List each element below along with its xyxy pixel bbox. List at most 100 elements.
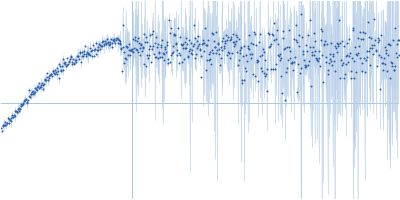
Point [139,47,146,50]
Point [320,80,326,83]
Point [102,40,108,43]
Point [172,33,178,37]
Point [169,50,176,53]
Point [139,50,145,53]
Point [307,46,314,49]
Point [203,44,210,47]
Point [367,63,374,66]
Point [240,45,247,48]
Point [283,70,289,73]
Point [281,48,287,51]
Point [5,117,11,120]
Point [101,42,108,45]
Point [212,45,218,48]
Point [142,41,148,44]
Point [168,27,174,30]
Point [175,27,181,30]
Point [99,41,106,44]
Point [117,42,124,45]
Point [6,122,13,125]
Point [268,67,274,71]
Point [45,79,51,82]
Point [303,44,309,47]
Point [300,53,306,56]
Point [287,56,293,59]
Point [298,12,304,15]
Point [313,56,319,59]
Point [82,44,88,47]
Point [295,62,301,65]
Point [121,62,127,65]
Point [253,59,260,62]
Point [210,33,216,36]
Point [145,57,151,60]
Point [118,47,124,51]
Point [306,19,313,22]
Point [116,39,123,42]
Point [4,122,10,125]
Point [323,55,330,58]
Point [330,54,336,57]
Point [61,61,68,64]
Point [47,72,54,76]
Point [166,31,173,34]
Point [373,50,380,53]
Point [134,48,140,51]
Point [365,49,372,52]
Point [109,42,116,45]
Point [22,98,28,102]
Point [254,61,260,64]
Point [338,63,345,66]
Point [73,58,80,62]
Point [332,45,338,48]
Point [98,44,104,47]
Point [162,46,168,49]
Point [0,123,7,127]
Point [32,91,38,94]
Point [285,59,291,62]
Point [201,50,208,53]
Point [130,37,137,41]
Point [86,53,93,56]
Point [23,98,29,101]
Point [81,52,88,55]
Point [14,111,20,114]
Point [178,43,185,47]
Point [231,41,237,44]
Point [187,47,193,50]
Point [267,44,273,47]
Point [131,46,137,49]
Point [356,44,362,48]
Point [128,49,135,52]
Point [50,69,56,72]
Point [320,43,327,46]
Point [219,39,226,42]
Point [383,48,389,52]
Point [106,43,113,46]
Point [130,50,136,54]
Point [82,52,89,55]
Point [133,47,139,50]
Point [184,54,191,58]
Point [26,95,32,98]
Point [197,47,204,50]
Point [152,55,159,58]
Point [154,45,160,49]
Point [360,37,366,41]
Point [160,59,167,62]
Point [342,63,349,66]
Point [374,40,381,44]
Point [89,54,96,57]
Point [202,68,209,71]
Point [20,102,26,105]
Point [18,104,24,107]
Point [278,57,284,60]
Point [198,55,205,58]
Point [269,32,275,36]
Point [243,54,250,57]
Point [300,50,306,53]
Point [267,42,274,46]
Point [292,39,299,42]
Point [371,43,378,46]
Point [156,51,162,55]
